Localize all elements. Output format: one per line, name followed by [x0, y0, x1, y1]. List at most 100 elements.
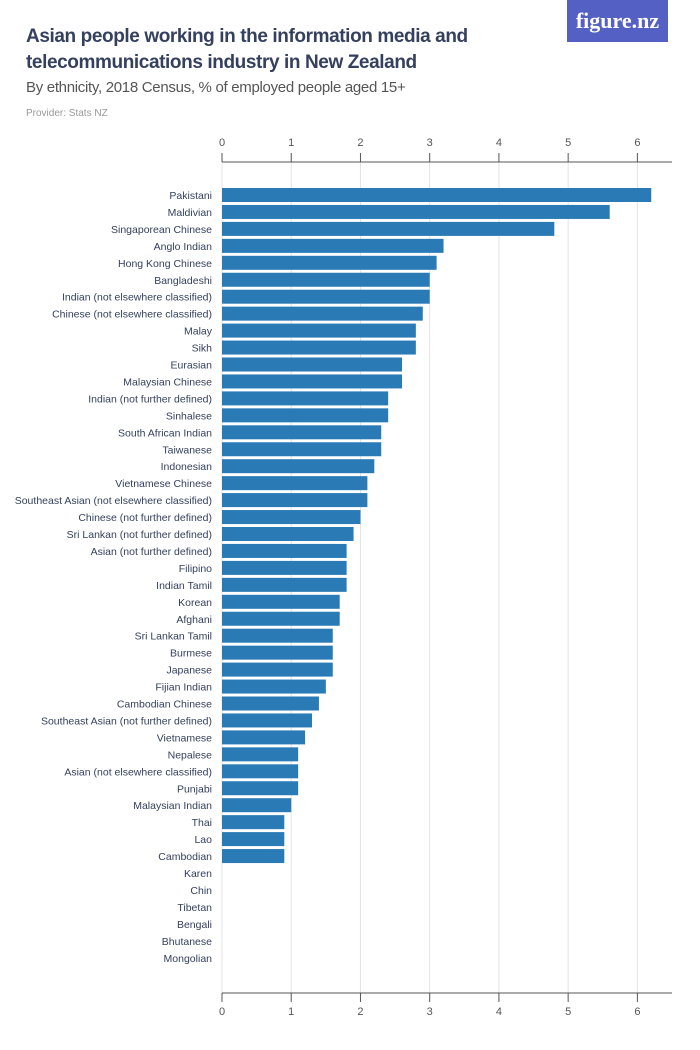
bar	[222, 560, 347, 575]
x-tick-label-top: 3	[427, 137, 433, 149]
category-label: Sikh	[192, 343, 213, 355]
bar	[222, 238, 444, 253]
category-label: Burmese	[170, 648, 212, 660]
x-tick-label-bottom: 3	[427, 1006, 433, 1018]
category-label: Southeast Asian (not further defined)	[41, 715, 212, 727]
category-label: Japanese	[166, 665, 212, 677]
bar	[222, 188, 652, 202]
category-label: Mongolian	[164, 953, 213, 965]
bar	[222, 493, 368, 508]
chart-subtitle: By ethnicity, 2018 Census, % of employed…	[26, 79, 406, 96]
category-label: Chin	[190, 885, 212, 897]
category-label: South African Indian	[118, 427, 212, 439]
bar	[222, 357, 402, 372]
category-label: Sinhalese	[166, 410, 212, 422]
bar	[222, 832, 285, 847]
bar	[222, 289, 430, 304]
category-label: Taiwanese	[162, 444, 212, 456]
chart-title: Asian people working in the information …	[26, 26, 468, 73]
bar	[222, 442, 382, 457]
category-label: Pakistani	[169, 190, 212, 202]
x-tick-label-bottom: 2	[357, 1006, 363, 1018]
category-label: Bengali	[177, 919, 212, 931]
x-tick-label-top: 5	[565, 137, 571, 149]
category-label: Vietnamese Chinese	[115, 478, 212, 490]
category-label: Singaporean Chinese	[111, 224, 212, 236]
category-label: Korean	[178, 597, 212, 609]
x-tick-label-top: 4	[496, 137, 502, 149]
category-label: Cambodian	[158, 851, 212, 863]
bar	[222, 272, 430, 287]
bar	[222, 798, 292, 813]
category-label: Thai	[192, 817, 212, 829]
x-tick-label-top: 1	[288, 137, 294, 149]
bar	[222, 594, 340, 609]
category-label: Hong Kong Chinese	[118, 258, 212, 270]
category-label: Cambodian Chinese	[117, 699, 212, 711]
category-label: Punjabi	[177, 783, 212, 795]
x-tick-label-bottom: 0	[219, 1006, 225, 1018]
category-label: Afghani	[176, 614, 212, 626]
bar	[222, 696, 319, 711]
figure-nz-logo[interactable]: figure.nz	[567, 0, 668, 42]
bar	[222, 374, 402, 389]
bar	[222, 781, 299, 796]
bar	[222, 510, 361, 525]
bar	[222, 255, 437, 270]
category-label: Malaysian Chinese	[123, 376, 212, 388]
bar	[222, 611, 340, 626]
category-label: Indonesian	[161, 461, 213, 473]
category-label: Nepalese	[168, 749, 213, 761]
category-label: Sri Lankan (not further defined)	[67, 529, 212, 541]
bar	[222, 306, 423, 321]
bar	[222, 679, 326, 694]
category-label: Bhutanese	[162, 936, 212, 948]
bar	[222, 425, 382, 440]
category-label: Lao	[194, 834, 212, 846]
bar	[222, 204, 610, 219]
x-tick-label-top: 6	[634, 137, 640, 149]
category-label: Bangladeshi	[154, 275, 212, 287]
x-tick-label-bottom: 4	[496, 1006, 502, 1018]
provider-text: Provider: Stats NZ	[26, 108, 108, 119]
category-label: Asian (not elsewhere classified)	[64, 766, 212, 778]
category-label: Indian (not elsewhere classified)	[62, 292, 212, 304]
category-label: Tibetan	[177, 902, 212, 914]
bar	[222, 577, 347, 592]
bar	[222, 645, 333, 660]
bar	[222, 221, 555, 236]
bar	[222, 527, 354, 541]
bar	[222, 391, 389, 406]
category-label: Anglo Indian	[154, 241, 213, 253]
x-tick-label-bottom: 6	[634, 1006, 640, 1018]
bar	[222, 747, 299, 762]
category-label: Fijian Indian	[155, 682, 212, 694]
bar	[222, 459, 375, 474]
category-label: Filipino	[179, 563, 212, 575]
category-label: Malaysian Indian	[133, 800, 212, 812]
category-label: Karen	[184, 868, 212, 880]
category-label: Indian Tamil	[156, 580, 212, 592]
category-label: Chinese (not further defined)	[78, 512, 212, 524]
x-tick-label-bottom: 1	[288, 1006, 294, 1018]
category-label: Malay	[184, 326, 213, 338]
bar	[222, 764, 299, 779]
bar	[222, 476, 368, 491]
x-tick-label-top: 2	[357, 137, 363, 149]
category-label: Maldivian	[168, 207, 213, 219]
category-label: Eurasian	[171, 360, 213, 372]
category-label: Indian (not further defined)	[88, 393, 212, 405]
bar	[222, 340, 416, 355]
bar	[222, 730, 306, 745]
bar	[222, 662, 333, 677]
x-tick-label-top: 0	[219, 137, 225, 149]
x-tick-label-bottom: 5	[565, 1006, 571, 1018]
category-label: Vietnamese	[157, 732, 212, 744]
category-label: Southeast Asian (not elsewhere classifie…	[15, 495, 212, 507]
category-label: Asian (not further defined)	[91, 546, 212, 558]
bar	[222, 713, 312, 728]
bar	[222, 408, 389, 423]
bar	[222, 815, 285, 830]
